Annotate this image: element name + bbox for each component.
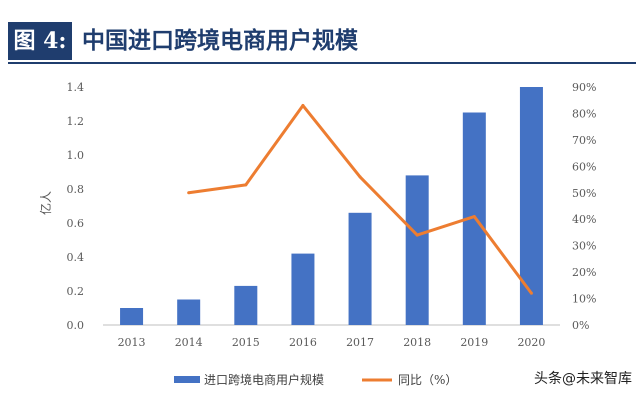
y2-tick-label: 20% [572, 266, 596, 279]
y-tick-label: 0.8 [67, 183, 85, 196]
x-tick-label: 2017 [346, 336, 374, 349]
y2-tick-label: 80% [572, 107, 596, 120]
x-tick-label: 2020 [517, 336, 545, 349]
y2-tick-label: 70% [572, 134, 596, 147]
bar-2015 [234, 285, 258, 325]
bar-2020 [519, 87, 543, 325]
x-tick-label: 2019 [460, 336, 488, 349]
yoy-point-2017 [358, 175, 362, 179]
yoy-point-2015 [244, 183, 248, 187]
y-axis-label: 亿人 [38, 191, 53, 215]
yoy-point-2018 [415, 233, 419, 237]
y-tick-label: 0.0 [67, 319, 85, 332]
figure-tag: 图 4: [8, 22, 72, 60]
yoy-point-2020 [529, 291, 533, 295]
yoy-point-2014 [187, 191, 191, 195]
y2-tick-label: 50% [572, 187, 596, 200]
y-tick-label: 0.4 [67, 251, 85, 264]
yoy-point-2016 [301, 104, 305, 108]
bar-2014 [177, 299, 201, 325]
bar-2013 [120, 308, 144, 325]
yoy-point-2019 [472, 215, 476, 219]
header-rule [8, 62, 636, 64]
y2-tick-label: 30% [572, 240, 596, 253]
y2-tick-label: 10% [572, 293, 596, 306]
y-tick-label: 1.4 [67, 81, 85, 94]
y2-tick-label: 60% [572, 160, 596, 173]
y-tick-label: 1.2 [67, 115, 85, 128]
y2-tick-label: 90% [572, 81, 596, 94]
y2-tick-label: 0% [572, 319, 589, 332]
y-tick-label: 0.6 [67, 217, 85, 230]
x-tick-label: 2014 [175, 336, 203, 349]
x-tick-label: 2016 [289, 336, 317, 349]
figure-header: 图 4: 中国进口跨境电商用户规模 [0, 22, 640, 64]
legend-line-label: 同比（%） [398, 373, 457, 387]
y-tick-label: 1.0 [67, 149, 85, 162]
watermark: 头条@未来智库 [534, 371, 632, 387]
bar-2016 [291, 253, 315, 325]
bar-2017 [348, 212, 372, 325]
x-tick-label: 2018 [403, 336, 431, 349]
legend-bar-label: 进口跨境电商用户规模 [204, 372, 324, 387]
legend-bar-swatch [174, 376, 200, 383]
bar-2018 [405, 175, 429, 325]
figure-title: 中国进口跨境电商用户规模 [82, 27, 358, 54]
x-tick-label: 2015 [232, 336, 260, 349]
y2-tick-label: 40% [572, 213, 596, 226]
y-tick-label: 0.2 [67, 285, 85, 298]
x-tick-label: 2013 [118, 336, 146, 349]
